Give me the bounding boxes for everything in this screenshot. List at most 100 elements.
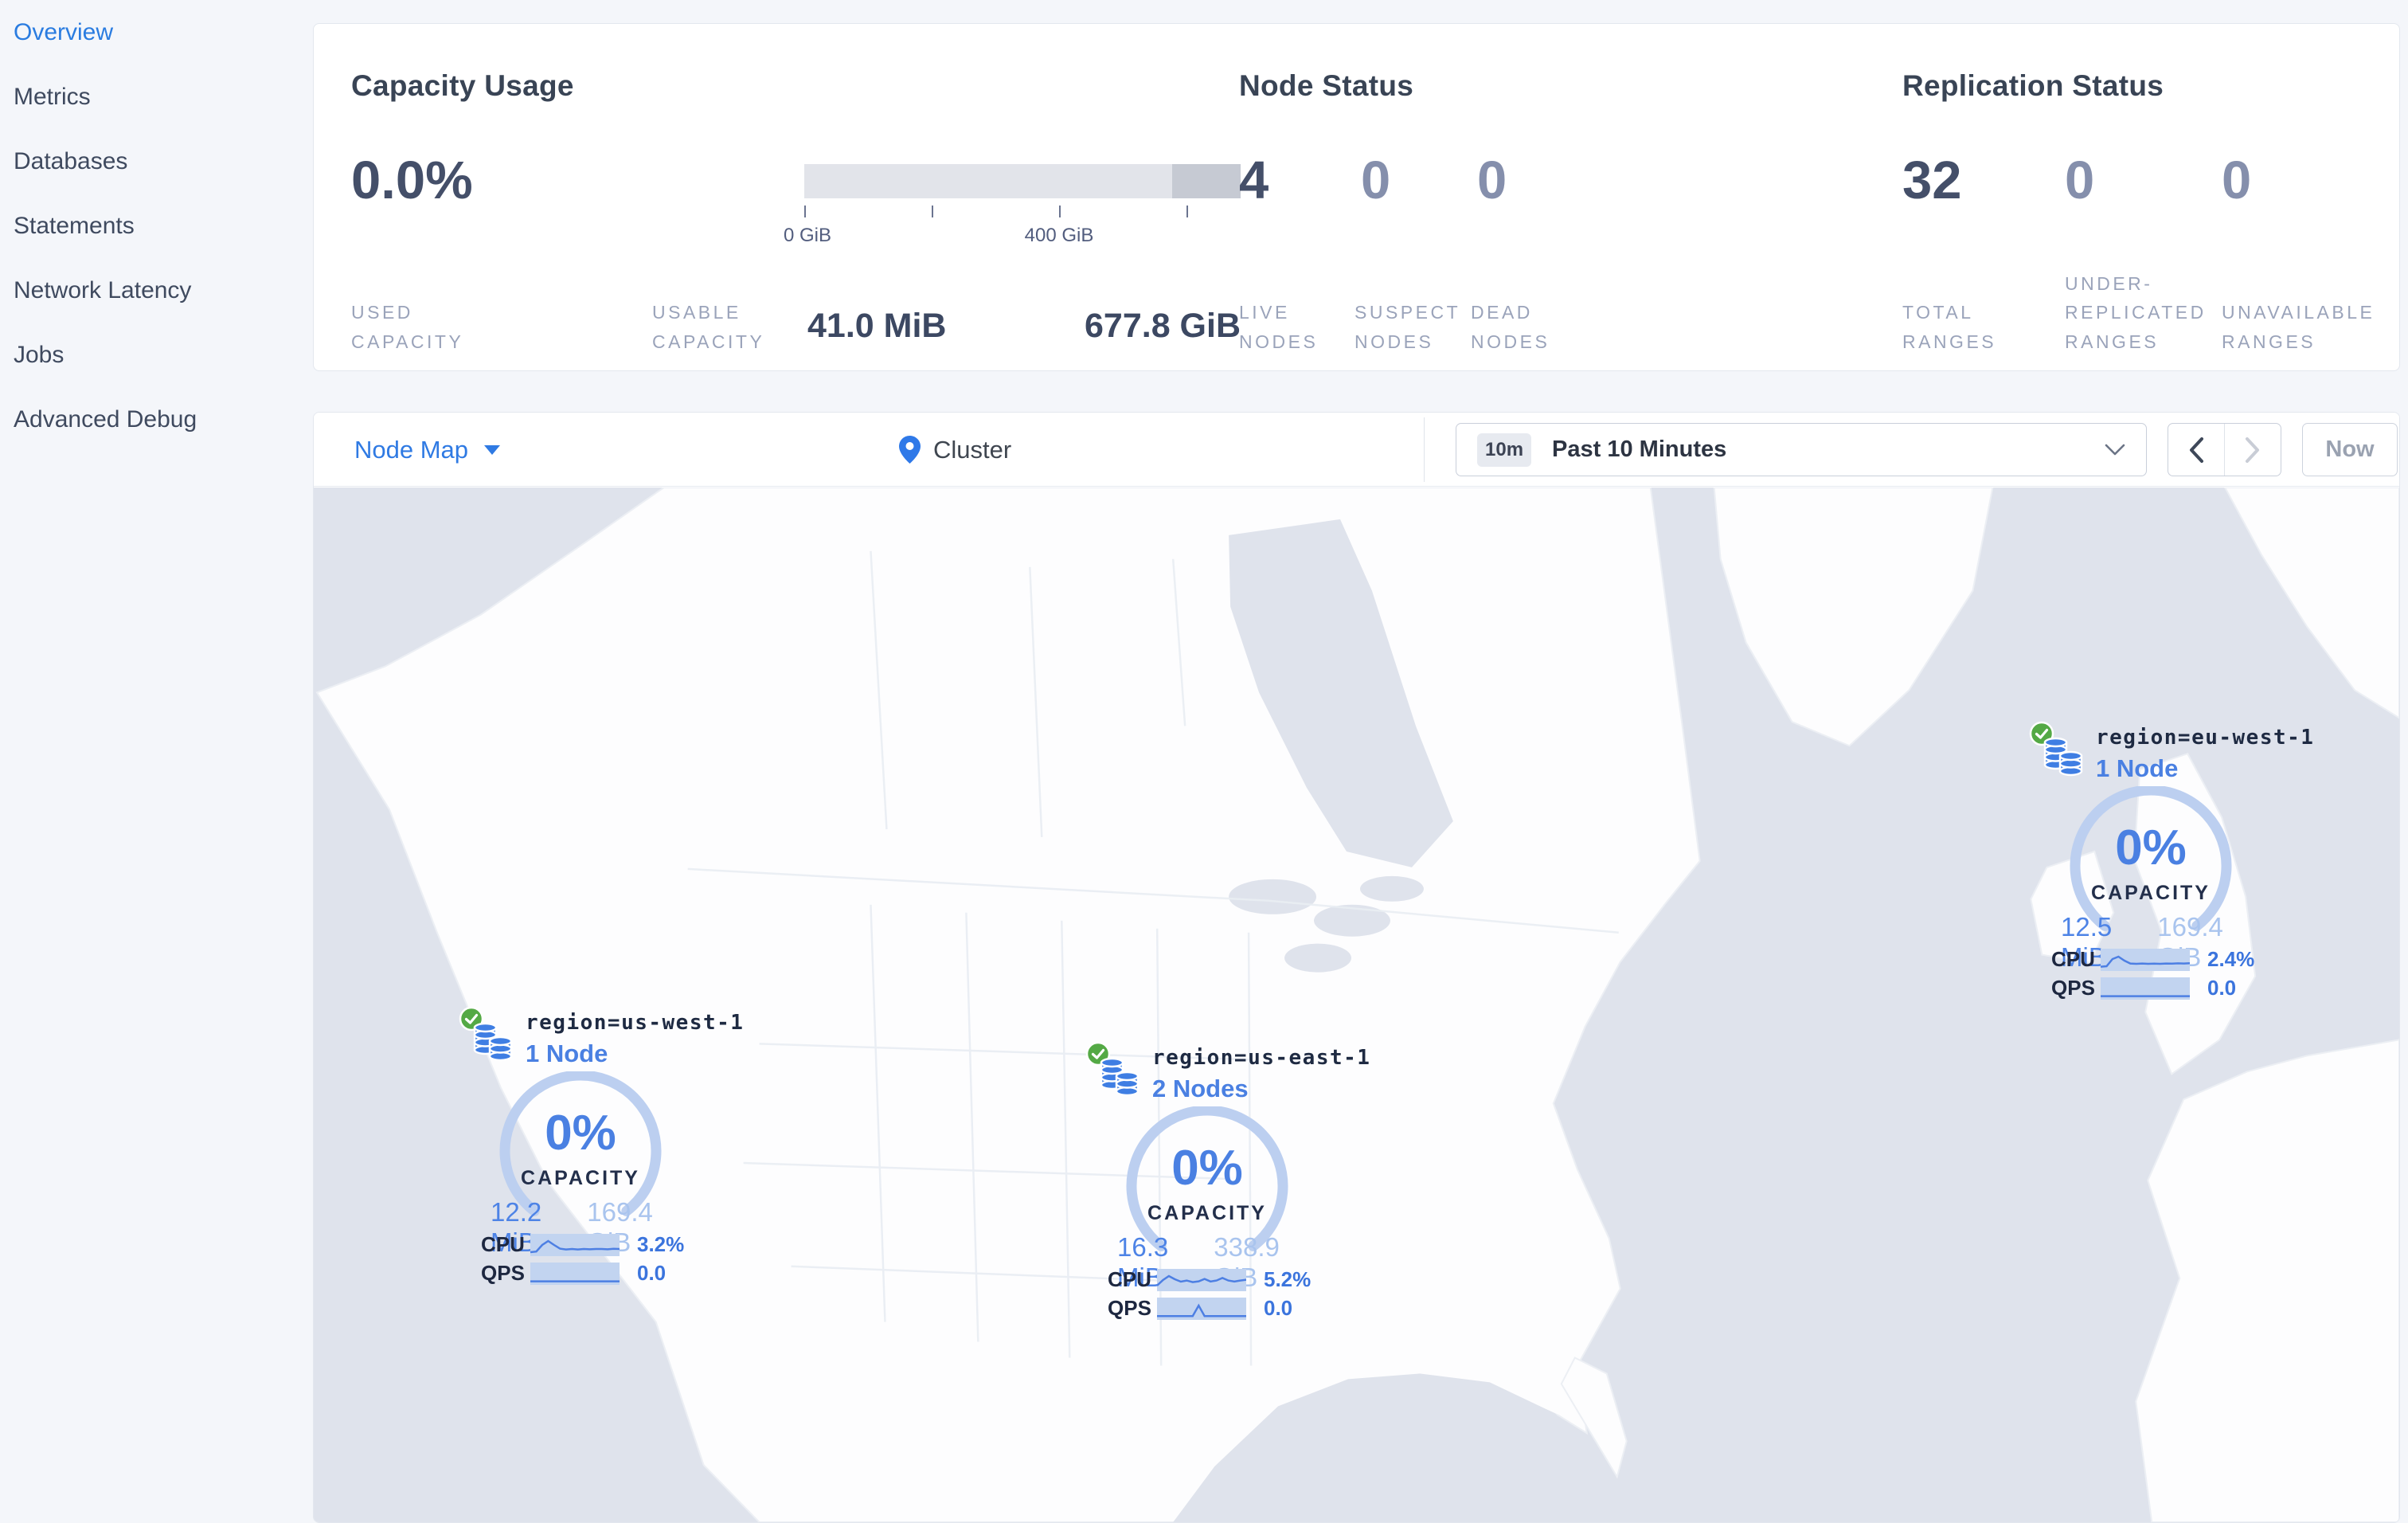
qps-sparkline <box>530 1262 620 1285</box>
region-used-capacity: 12.2 MiB <box>491 1197 542 1257</box>
capacity-arc-gauge <box>499 1071 662 1216</box>
view-mode-label: Node Map <box>354 435 469 464</box>
under-replicated-ranges-value: 0 <box>2065 151 2095 210</box>
suspect-nodes-label: SUSPECT NODES <box>1354 302 1460 353</box>
great-lake <box>1359 875 1424 902</box>
node-map[interactable]: region=us-west-1 1 Node 0% CAPACITY 12.2… <box>314 487 2399 1522</box>
region-marker-us-west-1[interactable]: region=us-west-1 1 Node 0% CAPACITY 12.2… <box>459 1003 743 1298</box>
sidebar-item-jobs[interactable]: Jobs <box>14 341 64 368</box>
suspect-nodes-value: 0 <box>1361 151 1391 210</box>
chevron-left-icon <box>2190 437 2203 463</box>
region-node-count-link[interactable]: 1 Node <box>526 1039 608 1067</box>
chevron-down-icon <box>2105 444 2125 456</box>
dead-nodes-value: 0 <box>1477 151 1507 210</box>
cpu-label: CPU <box>1108 1267 1151 1291</box>
view-mode-dropdown[interactable]: Node Map <box>354 413 501 487</box>
cpu-sparkline <box>1157 1268 1246 1291</box>
region-marker-us-east-1[interactable]: region=us-east-1 2 Nodes 0% CAPACITY 16.… <box>1085 1038 1370 1333</box>
breadcrumb-label: Cluster <box>933 435 1012 464</box>
sidebar-item-overview[interactable]: Overview <box>14 18 114 45</box>
great-lake <box>1284 943 1352 973</box>
time-prev-button[interactable] <box>2168 424 2224 476</box>
capacity-arc-gauge <box>2070 786 2232 931</box>
region-node-count-link[interactable]: 2 Nodes <box>1152 1075 1249 1102</box>
region-capacity-percent: 0% <box>1171 1141 1243 1196</box>
time-range-nav <box>2168 423 2281 476</box>
total-ranges-value: 32 <box>1902 151 1962 210</box>
ireland-landmass <box>2030 850 2115 964</box>
unavailable-ranges-value: 0 <box>2222 151 2252 210</box>
capacity-axis-tick <box>1059 206 1061 217</box>
region-capacity-label: CAPACITY <box>521 1167 640 1189</box>
replication-status-title: Replication Status <box>1902 69 2164 102</box>
time-range-badge: 10m <box>1477 433 1532 467</box>
gulf-of-mexico-water <box>1173 1373 1625 1522</box>
qps-sparkline <box>2101 977 2190 1000</box>
cpu-value: 2.4% <box>2207 947 2255 971</box>
sidebar-item-network-latency[interactable]: Network Latency <box>14 276 192 303</box>
toolbar-divider <box>1424 417 1425 482</box>
qps-label: QPS <box>481 1261 525 1285</box>
live-nodes-value: 4 <box>1239 151 1269 210</box>
florida-landmass <box>1560 1357 1628 1479</box>
sidebar-item-statements[interactable]: Statements <box>14 212 135 239</box>
state-borders <box>687 550 1619 1366</box>
used-capacity-label: USED CAPACITY <box>351 302 464 353</box>
node-map-panel: Node Map Cluster 10m Past 10 Minutes <box>313 412 2400 1523</box>
database-stack-icon <box>2043 737 2083 777</box>
europe-landmass <box>2135 1039 2399 1522</box>
hudson-bay-water <box>1229 519 1453 867</box>
cpu-label: CPU <box>2051 947 2095 971</box>
time-range-dropdown[interactable]: 10m Past 10 Minutes <box>1456 423 2147 476</box>
sidebar-item-metrics[interactable]: Metrics <box>14 83 91 110</box>
region-name: region=eu-west-1 <box>2096 726 2315 750</box>
region-node-count-link[interactable]: 1 Node <box>2096 754 2179 782</box>
qps-value: 0.0 <box>637 1261 666 1285</box>
cpu-sparkline <box>2101 948 2190 971</box>
time-next-button[interactable] <box>2224 424 2281 476</box>
sidebar-item-databases[interactable]: Databases <box>14 147 128 174</box>
region-capacity-label: CAPACITY <box>2091 882 2211 904</box>
region-marker-eu-west-1[interactable]: region=eu-west-1 1 Node 0% CAPACITY 12.5… <box>2029 718 2313 1012</box>
region-total-capacity: 169.4 GiB <box>587 1197 653 1257</box>
capacity-axis-tick <box>932 206 933 217</box>
sidebar: Overview Metrics Databases Statements Ne… <box>0 0 313 1523</box>
map-toolbar: Node Map Cluster 10m Past 10 Minutes <box>314 413 2399 487</box>
capacity-axis-label-0: 0 GiB <box>783 225 832 246</box>
caret-down-icon <box>484 444 501 455</box>
used-capacity-value: 41.0 MiB <box>807 307 947 345</box>
great-lake <box>1229 879 1317 914</box>
region-name: region=us-west-1 <box>526 1011 745 1035</box>
qps-label: QPS <box>2051 976 2095 1000</box>
location-pin-icon <box>899 436 921 464</box>
dead-nodes-label: DEAD NODES <box>1471 302 1550 353</box>
capacity-usage-percent: 0.0% <box>351 151 473 210</box>
capacity-axis-tick <box>1186 206 1188 217</box>
world-map <box>315 487 2399 1522</box>
sidebar-item-advanced-debug[interactable]: Advanced Debug <box>14 405 197 433</box>
qps-value: 0.0 <box>2207 976 2237 1000</box>
region-capacity-percent: 0% <box>2115 820 2187 875</box>
region-used-capacity: 12.5 MiB <box>2061 912 2113 972</box>
live-nodes-label: LIVE NODES <box>1239 302 1319 353</box>
now-button[interactable]: Now <box>2302 423 2398 476</box>
database-stack-icon <box>1100 1057 1140 1097</box>
time-range-label: Past 10 Minutes <box>1552 437 1727 462</box>
cpu-label: CPU <box>481 1232 525 1256</box>
breadcrumb[interactable]: Cluster <box>899 413 1011 487</box>
under-replicated-ranges-label: UNDER-REPLICATED RANGES <box>2065 272 2207 353</box>
usable-capacity-label: USABLE CAPACITY <box>652 302 765 353</box>
cpu-value: 3.2% <box>637 1232 685 1256</box>
capacity-arc-gauge <box>1126 1106 1288 1251</box>
database-stack-icon <box>473 1022 513 1062</box>
cpu-sparkline <box>530 1233 620 1256</box>
great-lake <box>1314 904 1390 937</box>
cluster-summary-panel: Capacity Usage 0.0% 0 GiB 400 GiB USED C… <box>313 23 2400 371</box>
capacity-bar-other-segment <box>1172 164 1241 198</box>
capacity-usage-title: Capacity Usage <box>351 69 574 102</box>
capacity-axis-label-400: 400 GiB <box>1024 225 1094 246</box>
region-used-capacity: 16.3 MiB <box>1117 1232 1169 1292</box>
qps-label: QPS <box>1108 1296 1151 1320</box>
region-capacity-label: CAPACITY <box>1147 1202 1267 1224</box>
capacity-axis-tick <box>804 206 806 217</box>
